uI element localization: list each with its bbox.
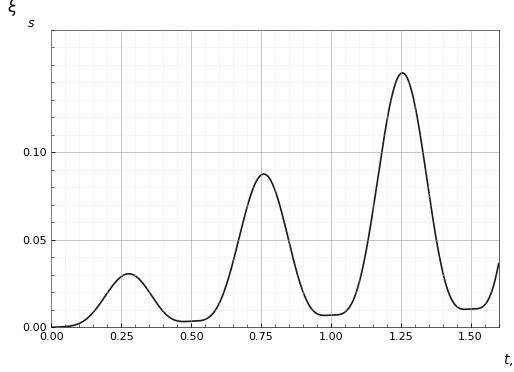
Text: $s$: $s$ <box>27 17 35 30</box>
Text: $\xi$: $\xi$ <box>7 0 18 18</box>
Text: $t,\lambda$: $t,\lambda$ <box>503 351 514 368</box>
